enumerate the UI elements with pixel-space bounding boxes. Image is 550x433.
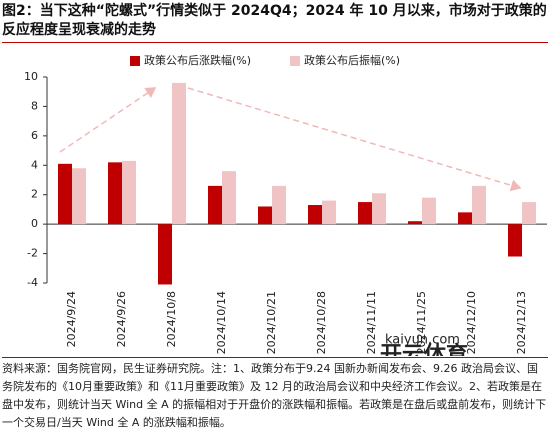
- bar: [122, 160, 136, 225]
- legend-swatch: [130, 56, 140, 66]
- x-tick-label: 2024/10/21: [265, 291, 278, 354]
- trend-arrow: [59, 87, 157, 153]
- bar: [408, 221, 422, 225]
- bar: [172, 82, 186, 225]
- bar: [222, 171, 236, 225]
- x-tick-label: 2024/12/13: [515, 291, 528, 354]
- bar: [372, 193, 386, 225]
- x-tick-label: 2024/12/10: [465, 291, 478, 354]
- x-tick-label: 2024/11/25: [415, 291, 428, 354]
- watermark: 开云体育: [380, 342, 468, 356]
- bar: [108, 162, 122, 225]
- y-tick-label: 10: [24, 70, 38, 83]
- x-tick-label: 2024/9/24: [65, 291, 78, 347]
- chart-title: 图2：当下这种“陀螺式”行情类似于 2024Q4；2024 年 10 月以来，市…: [2, 2, 548, 43]
- y-tick-label: 6: [31, 129, 38, 142]
- x-tick-label: 2024/10/14: [215, 291, 228, 354]
- bar: [522, 202, 536, 225]
- chart: -4 -2 0 2 4 6 8 10 政策公布后涨跌幅(%) 政策公布后振幅(%) 2024/9/2…: [24, 53, 547, 356]
- bar: [308, 205, 322, 225]
- legend-swatch: [290, 56, 300, 66]
- trend-arrow: [187, 87, 522, 192]
- bar: [272, 185, 286, 225]
- x-tick-label: 2024/9/26: [115, 291, 128, 347]
- source-note: 资料来源：国务院官网，民生证券研究院。注：1、政策分布于9.24 国新办新闻发布…: [2, 357, 548, 432]
- x-tick-label: 2024/11/11: [365, 291, 378, 354]
- watermark-url: kaiyun.com: [385, 333, 460, 348]
- legend-label: 政策公布后振幅(%): [304, 53, 400, 67]
- bar: [358, 202, 372, 225]
- y-tick-label: -4: [27, 276, 38, 289]
- bar: [58, 163, 72, 225]
- y-tick-label: 4: [31, 158, 38, 171]
- bar: [158, 224, 172, 285]
- bar: [458, 212, 472, 225]
- bar: [258, 206, 272, 225]
- bar: [322, 200, 336, 225]
- bar: [72, 168, 86, 225]
- legend-label: 政策公布后涨跌幅(%): [144, 53, 251, 67]
- y-tick-label: -2: [27, 247, 38, 260]
- x-tick-label: 2024/10/28: [315, 291, 328, 354]
- bar: [422, 197, 436, 225]
- bar: [208, 185, 222, 225]
- y-tick-label: 2: [31, 188, 38, 201]
- bar: [472, 185, 486, 225]
- x-tick-label: 2024/10/8: [165, 291, 178, 347]
- y-tick-label: 8: [31, 99, 38, 112]
- y-tick-label: 0: [31, 217, 38, 230]
- bar: [508, 224, 522, 257]
